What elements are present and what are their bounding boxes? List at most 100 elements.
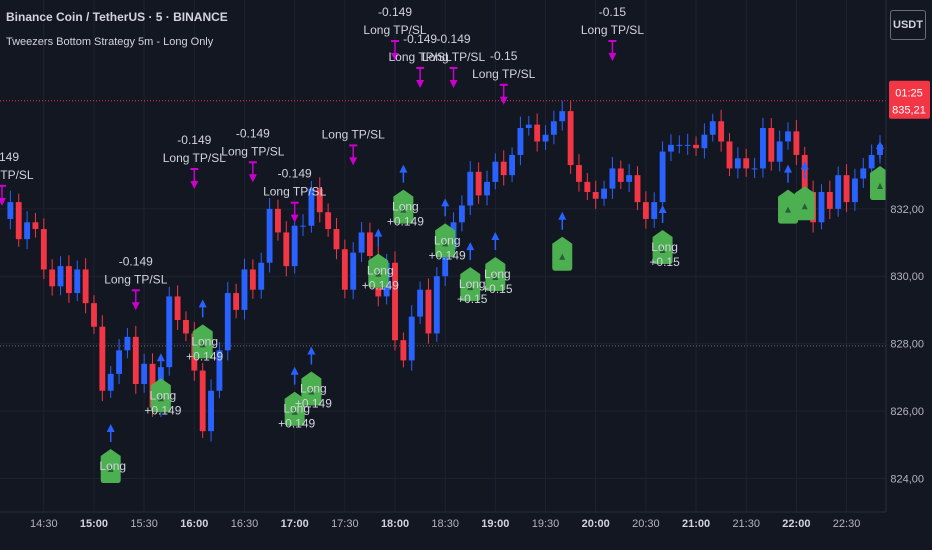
candle-body — [183, 320, 189, 334]
exit-label: Long TP/SL — [363, 23, 426, 37]
candle-body — [166, 296, 173, 368]
candle-body — [291, 225, 298, 267]
exit-profit: -0.149 — [278, 167, 312, 181]
candle-body — [358, 232, 365, 253]
entry-arrow-head — [106, 424, 115, 432]
price-scale[interactable]: 824,00 826,00 828,00 830,00 832,00 01:25 835,2… — [885, 0, 932, 512]
exit-label: Long TP/SL — [104, 272, 167, 286]
exit-profit: -0.149 — [177, 133, 211, 147]
candle-body — [684, 144, 691, 146]
candle-body — [141, 363, 148, 384]
candle-body — [509, 154, 516, 176]
candle-body — [91, 303, 97, 327]
candle-body — [818, 192, 825, 223]
entry-triangle-icon — [467, 284, 474, 291]
candle-body — [124, 336, 131, 351]
candle-body — [592, 192, 599, 199]
candle-body — [617, 168, 624, 182]
exit-label: Long TP/SL — [389, 50, 452, 64]
strategy-name[interactable]: Tweezers Bottom Strategy 5m - Long Only — [6, 36, 214, 48]
candle-body — [542, 134, 549, 142]
candle-body — [843, 175, 850, 203]
exit-arrow-head — [190, 181, 199, 189]
exit-profit: -0.15 — [599, 5, 627, 19]
candle-body — [860, 168, 867, 179]
entry-profit: +0.149 — [387, 215, 424, 229]
candle-body — [208, 390, 214, 432]
entry-triangle-icon — [559, 253, 566, 260]
symbol-title[interactable]: Binance Coin / TetherUS · 5 · BINANCE — [6, 10, 228, 24]
exit-arrow-head — [391, 53, 400, 61]
candle-body — [550, 121, 557, 135]
candle-body — [15, 202, 22, 240]
time-scale-bg — [0, 512, 932, 550]
entry-triangle-icon — [199, 341, 206, 348]
candle-body — [132, 336, 139, 384]
candle-body — [785, 131, 791, 142]
exit-profit: -0.149 — [437, 32, 471, 46]
candle-body — [768, 128, 775, 162]
candle-body — [442, 249, 449, 277]
candle-body — [743, 158, 750, 169]
exit-label: Long TP/SL — [263, 185, 326, 199]
time-tick-label: 19:00 — [481, 518, 509, 530]
entry-triangle-icon — [157, 395, 164, 402]
candle-body — [40, 229, 47, 270]
exit-label: Long TP/SL — [422, 50, 485, 64]
candle-body — [835, 175, 842, 209]
entry-arrow-head — [784, 164, 793, 173]
candle-body — [458, 205, 465, 223]
currency-button[interactable]: USDT — [890, 10, 926, 40]
entry-triangle-icon — [107, 466, 114, 472]
exit-label: Long TP/SL — [322, 127, 385, 141]
exit-label: Long TP/SL — [0, 168, 34, 182]
exit-arrow-head — [349, 157, 358, 166]
entry-profit: +0.149 — [186, 349, 223, 363]
candle-body — [492, 161, 499, 182]
entry-profit: +0.149 — [429, 248, 466, 262]
time-tick-label: 14:30 — [30, 518, 58, 530]
entry-arrow-head — [800, 161, 809, 170]
entry-profit: +0.15 — [457, 292, 488, 306]
exit-profit: -0.149 — [378, 5, 412, 19]
strategy-markers: LongLong+0.149Long+0.149Long+0.149Long+0… — [0, 5, 890, 483]
candle-body — [249, 269, 256, 290]
entry-label: Long — [651, 240, 678, 254]
entry-arrow-head — [558, 211, 567, 220]
countdown-label: 01:25 — [895, 88, 923, 100]
entry-triangle-icon — [308, 388, 315, 395]
exit-profit: -0.149 — [403, 32, 437, 46]
candle-body — [333, 229, 340, 250]
time-tick-label: 18:00 — [381, 518, 409, 530]
candle-body — [7, 202, 14, 219]
candle-body — [475, 171, 482, 196]
candle-body — [425, 289, 432, 334]
exit-arrow-head — [248, 174, 257, 183]
candle-body — [82, 269, 89, 304]
candle-body — [49, 269, 56, 287]
candle-body — [642, 202, 649, 219]
price-tick-label: 830,00 — [890, 271, 924, 283]
candle-body — [751, 168, 758, 170]
candle-body — [793, 131, 800, 155]
candle-body — [308, 188, 315, 226]
exit-arrow-head — [499, 96, 508, 105]
time-scale[interactable]: 14:30 15:00 15:30 16:00 16:30 17:00 17:30 18:00… — [0, 511, 932, 550]
candle-body — [701, 134, 708, 149]
candle-body — [224, 293, 231, 351]
candle-body — [559, 111, 566, 122]
candle-body — [392, 262, 398, 341]
candle-body — [576, 165, 582, 182]
price-scale-bg — [886, 0, 932, 512]
candle-body — [676, 144, 683, 146]
candle-body — [341, 249, 348, 290]
last-price-label: 835,21 — [892, 105, 926, 117]
time-tick-label: 22:30 — [833, 518, 861, 530]
candle-body — [300, 225, 306, 227]
candle-body — [325, 212, 332, 230]
exit-arrow-head — [131, 302, 140, 311]
candle-body — [275, 208, 281, 233]
candle-body — [634, 175, 641, 203]
